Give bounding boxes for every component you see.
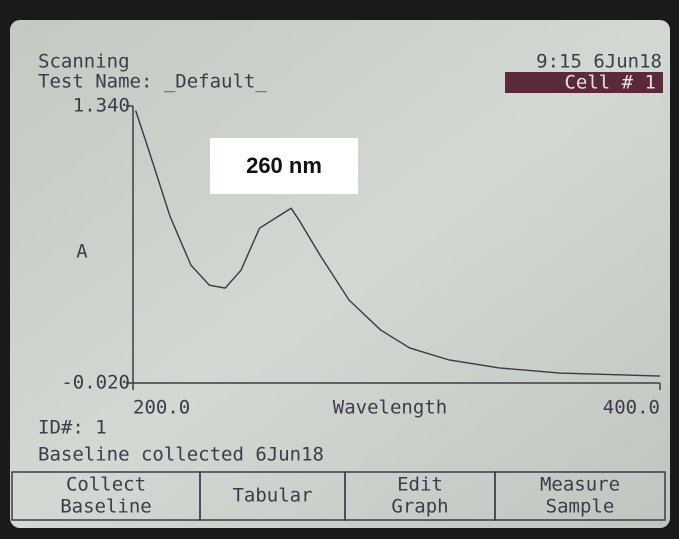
mode: Scanning <box>38 51 130 73</box>
cell: Cell # 1 <box>564 72 656 94</box>
test-name: Test Name: _Default_ <box>38 71 267 93</box>
button-label: Measure <box>540 474 620 496</box>
annotation: 260 nm <box>246 153 322 178</box>
button-label: Sample <box>546 496 615 518</box>
y-tick-label: -0.020 <box>61 372 130 394</box>
clock: 9:15 6Jun18 <box>536 51 662 73</box>
x-tick-label: 200.0 <box>133 397 190 419</box>
button-label: Edit <box>397 474 443 496</box>
device-screen: Scanning Test Name: _Default_ 9:15 6Jun1… <box>0 0 679 539</box>
status: Baseline collected 6Jun18 <box>38 444 324 466</box>
button-label: Collect <box>66 474 146 496</box>
button-label: Graph <box>391 496 448 518</box>
x-axis-label: Wavelength <box>333 397 447 419</box>
x-tick-label: 400.0 <box>603 397 660 419</box>
button-label: Baseline <box>60 496 152 518</box>
y-tick-label: 1.340 <box>73 95 130 117</box>
button-label: Tabular <box>232 485 312 507</box>
sample-id: ID#: 1 <box>38 417 107 439</box>
y-axis-label: A <box>76 241 88 263</box>
